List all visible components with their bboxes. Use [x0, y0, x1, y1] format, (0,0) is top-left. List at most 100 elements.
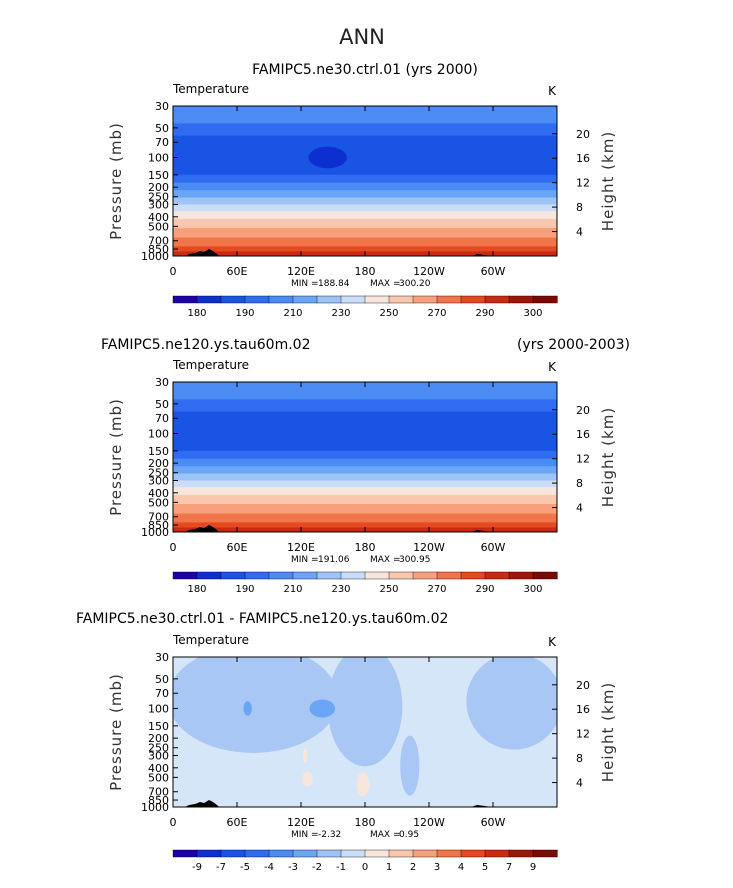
- contour-band: [173, 204, 557, 212]
- y-tick-label: 50: [155, 398, 169, 411]
- colorbar-label: 290: [475, 308, 494, 319]
- colorbar-swatch: [316, 571, 342, 580]
- colorbar-swatch: [532, 295, 558, 304]
- y-tick-label: 250: [148, 467, 169, 480]
- colorbar-label: 290: [475, 584, 494, 595]
- y-tick-label: 30: [155, 376, 169, 389]
- contour-region: [308, 146, 347, 169]
- y-tick-label: 200: [148, 732, 169, 745]
- contour-band: [173, 228, 557, 238]
- colorbar-swatch: [292, 849, 318, 858]
- contour-band: [173, 480, 557, 488]
- plot-area: [173, 657, 557, 807]
- colorbar-label: 0: [362, 862, 368, 873]
- colorbar-label: 210: [283, 308, 302, 319]
- colorbar-swatch: [316, 295, 342, 304]
- contour-band: [173, 450, 557, 460]
- contour-band: [173, 487, 557, 496]
- colorbar-swatch: [172, 849, 198, 858]
- colorbar-label: 300: [523, 584, 542, 595]
- x-tick-label: 120W: [413, 816, 445, 829]
- colorbar-label: 180: [187, 308, 206, 319]
- colorbar-label: 7: [506, 862, 512, 873]
- contour-region: [400, 735, 420, 796]
- colorbar-swatch: [244, 849, 270, 858]
- colorbar-swatch: [196, 295, 222, 304]
- colorbar-swatch: [484, 295, 510, 304]
- colorbar-swatch: [340, 295, 366, 304]
- colorbar-label: -1: [336, 862, 346, 873]
- y2-tick-label: 4: [576, 777, 583, 790]
- colorbar-label: 250: [379, 308, 398, 319]
- colorbar: 180 190 210 230 250 270 290 300: [172, 295, 558, 319]
- y-tick-label: 30: [155, 100, 169, 113]
- topography-mask: [185, 800, 491, 807]
- colorbar-label: -2: [312, 862, 322, 873]
- y-tick-label: 70: [155, 412, 169, 425]
- y-tick-label: 30: [155, 651, 169, 664]
- max-label: MAX =: [370, 279, 401, 289]
- contour-band: [173, 197, 557, 205]
- max-value: 300.95: [399, 555, 431, 565]
- x-tick-label: 120W: [413, 265, 445, 278]
- y-tick-label: 700: [148, 235, 169, 248]
- colorbar-swatch: [508, 571, 534, 580]
- y-tick-label: 1000: [141, 250, 169, 263]
- colorbar: 180 190 210 230 250 270 290 300: [172, 571, 558, 595]
- y-axis-title: Pressure (mb): [107, 122, 125, 240]
- chart-panel-2: FAMIPC5.ne120.ys.tau60m.02 (yrs 2000-2003…: [101, 337, 630, 595]
- y-tick-label: 300: [148, 749, 169, 762]
- colorbar-swatch: [460, 295, 486, 304]
- contour-band: [173, 494, 557, 505]
- colorbar-swatch: [220, 571, 246, 580]
- contour-band: [173, 473, 557, 481]
- x-tick-label: 60E: [227, 541, 248, 554]
- topography-mask: [185, 249, 491, 256]
- y2-tick-label: 4: [576, 502, 583, 515]
- y-tick-label: 100: [148, 428, 169, 441]
- y-axis-title: Pressure (mb): [107, 398, 125, 516]
- colorbar-swatch: [460, 571, 486, 580]
- colorbar-swatch: [532, 849, 558, 858]
- y-tick-label: 70: [155, 687, 169, 700]
- y2-tick-label: 12: [576, 728, 590, 741]
- contour-band: [173, 246, 557, 252]
- colorbar-swatch: [172, 295, 198, 304]
- colorbar-swatch: [508, 295, 534, 304]
- colorbar-swatch: [388, 849, 414, 858]
- contour-band: [173, 411, 557, 452]
- y-tick-label: 300: [148, 198, 169, 211]
- colorbar-swatch: [196, 571, 222, 580]
- y2-axis-title: Height (km): [599, 407, 617, 507]
- y2-axis-title: Height (km): [599, 682, 617, 782]
- x-tick-label: 60W: [481, 265, 506, 278]
- y2-tick-label: 20: [576, 128, 590, 141]
- colorbar-swatch: [172, 571, 198, 580]
- y-tick-label: 400: [148, 211, 169, 224]
- colorbar-label: 230: [331, 308, 350, 319]
- x-tick-label: 60E: [227, 816, 248, 829]
- page-title: ANN: [339, 25, 385, 49]
- chart-panel-3: FAMIPC5.ne30.ctrl.01 - FAMIPC5.ne120.ys.…: [76, 611, 617, 873]
- variable-label: Temperature: [172, 358, 249, 372]
- contour-band: [173, 504, 557, 514]
- y2-tick-label: 12: [576, 177, 590, 190]
- colorbar-swatch: [292, 295, 318, 304]
- colorbar-label: 250: [379, 584, 398, 595]
- min-value: 188.84: [318, 279, 350, 289]
- contour-region: [466, 657, 557, 750]
- colorbar-label: -4: [264, 862, 274, 873]
- y2-tick-label: 8: [576, 477, 583, 490]
- contour-region: [302, 771, 313, 787]
- colorbar-swatch: [220, 849, 246, 858]
- x-tick-label: 180: [355, 541, 376, 554]
- colorbar-label: 300: [523, 308, 542, 319]
- colorbar-swatch: [268, 295, 294, 304]
- colorbar-label: 2: [410, 862, 416, 873]
- y-tick-label: 500: [148, 771, 169, 784]
- y-tick-label: 1000: [141, 801, 169, 814]
- colorbar-swatch: [484, 849, 510, 858]
- colorbar-swatch: [220, 295, 246, 304]
- contour-band: [173, 106, 557, 124]
